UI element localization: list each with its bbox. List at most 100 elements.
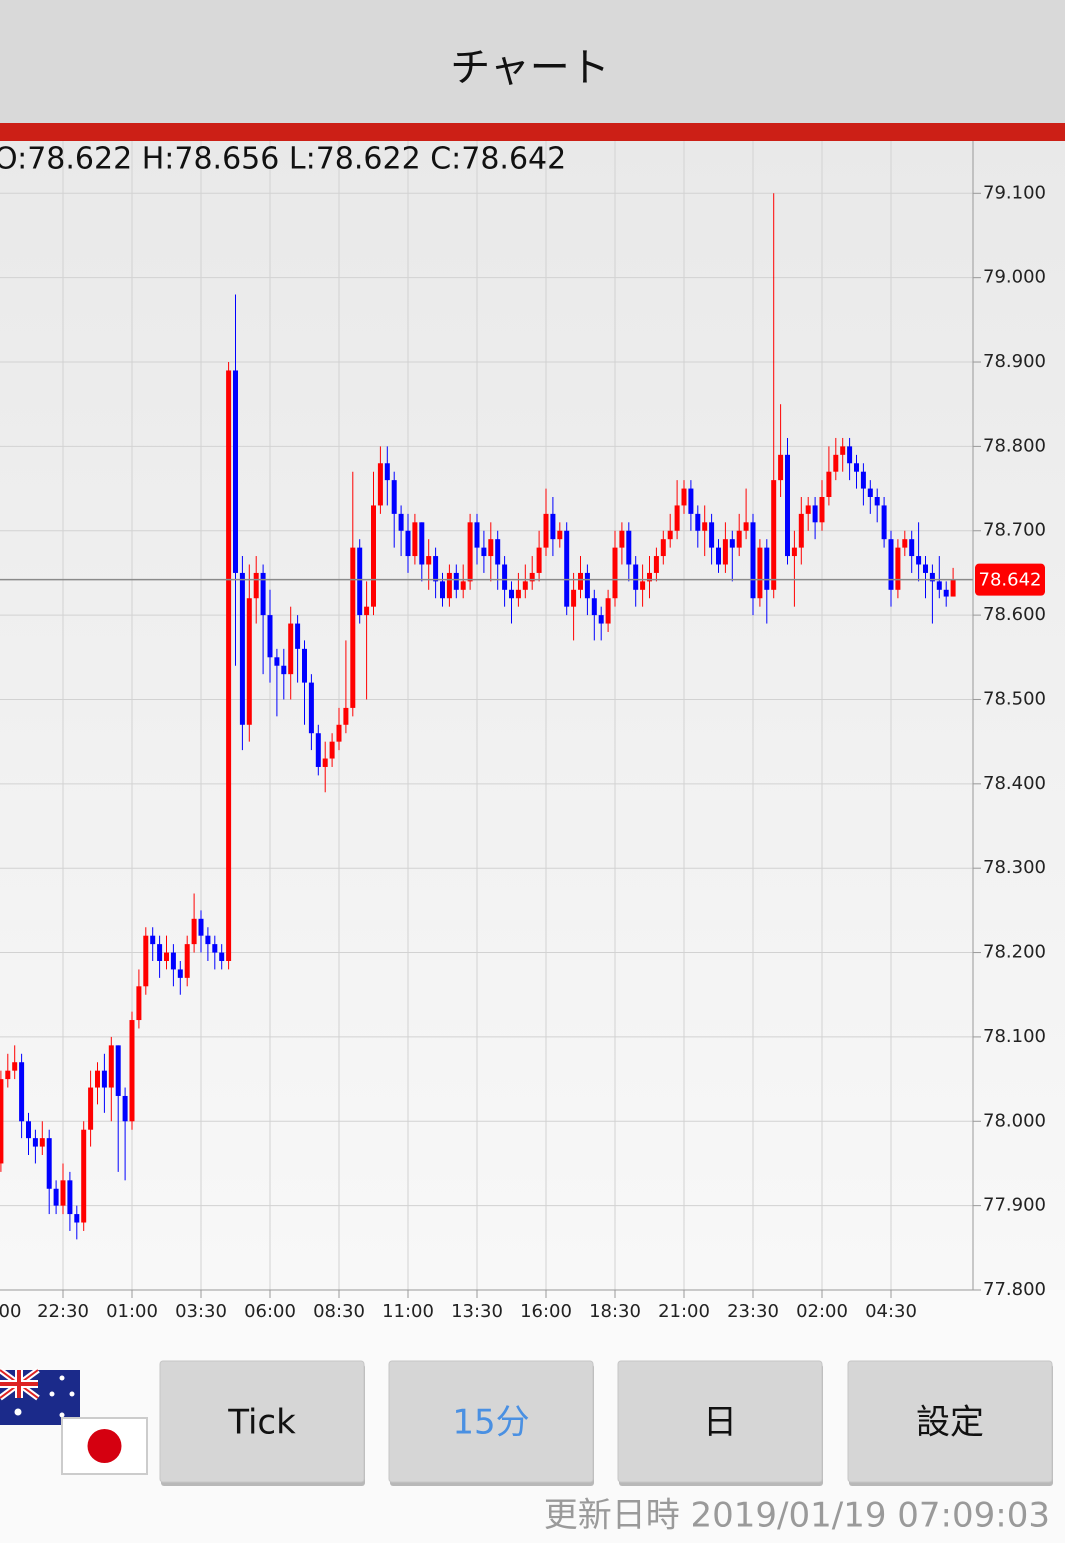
y-tick-label: 78.900	[983, 351, 1046, 372]
candle-body	[315, 733, 321, 767]
x-tick-label: 04:30	[865, 1301, 917, 1322]
button-face[interactable]	[388, 1360, 594, 1483]
x-tick-label: 22:30	[37, 1301, 89, 1322]
candle-body	[377, 463, 383, 506]
button-label[interactable]: Tick	[227, 1403, 296, 1443]
button[interactable]: 日	[617, 1360, 823, 1486]
candle-body	[474, 522, 480, 548]
candle-body	[509, 589, 514, 599]
flag-jp	[61, 1417, 148, 1475]
candle-body	[819, 497, 825, 523]
candle-body	[364, 606, 370, 616]
candle-body	[308, 682, 314, 734]
chart-background	[0, 141, 1065, 1290]
candle-body	[60, 1180, 66, 1206]
x-tick-label: 21:00	[658, 1301, 710, 1322]
button-label[interactable]: 日	[703, 1403, 737, 1443]
candle-body	[936, 581, 942, 590]
candle-body	[246, 598, 252, 725]
candle-body	[295, 623, 301, 649]
candle-body	[647, 572, 652, 582]
app-title: チャート	[450, 45, 610, 91]
candle-body	[571, 589, 577, 607]
y-tick-label: 77.800	[983, 1279, 1046, 1300]
x-tick-label: 02:00	[796, 1301, 848, 1322]
button-face[interactable]	[847, 1360, 1053, 1483]
app-bar	[0, 0, 1065, 123]
candle-body	[909, 539, 915, 557]
candle-body	[778, 454, 784, 481]
candle-body	[74, 1214, 80, 1223]
candle-body	[350, 547, 356, 708]
candle-body	[481, 547, 487, 557]
candle-body	[640, 581, 646, 590]
candle-body	[233, 370, 238, 573]
candle-body	[157, 944, 163, 961]
candle-body	[384, 463, 390, 481]
candle-body	[916, 556, 922, 565]
candle-body	[881, 505, 887, 540]
candle-body	[826, 471, 832, 498]
candle-body	[584, 572, 590, 599]
candle-body	[81, 1129, 87, 1223]
candle-body	[598, 615, 604, 624]
x-tick-label: 03:30	[175, 1301, 227, 1322]
candle-body	[101, 1070, 107, 1088]
candle-body	[419, 522, 425, 565]
updated-time: 更新日時 2019/01/19 07:09:03	[544, 1496, 1050, 1536]
button[interactable]: 設定	[847, 1360, 1053, 1486]
candle-body	[115, 1045, 121, 1096]
y-tick-label: 77.900	[983, 1195, 1046, 1216]
candle-body	[322, 758, 328, 767]
candle-body	[515, 589, 521, 599]
candle-body	[191, 918, 197, 945]
candle-body	[660, 539, 666, 557]
candle-body	[619, 530, 625, 548]
candle-body	[143, 935, 149, 987]
x-tick-label: 06:00	[244, 1301, 296, 1322]
x-tick-label: 23:30	[727, 1301, 779, 1322]
candle-body	[529, 572, 535, 582]
candle-body	[108, 1045, 114, 1088]
candles	[0, 193, 956, 1240]
candle-body	[522, 581, 528, 590]
candle-body	[88, 1087, 94, 1130]
y-tick-label: 78.300	[983, 857, 1046, 878]
candle-body	[895, 547, 901, 590]
candle-body	[591, 598, 597, 616]
candle-body	[564, 530, 570, 607]
candle-body	[391, 480, 397, 514]
candle-body	[702, 522, 708, 531]
candle-body	[440, 581, 445, 599]
candle-body	[695, 513, 701, 531]
candle-body	[902, 539, 908, 548]
y-tick-label: 78.800	[983, 435, 1046, 456]
candle-body	[343, 707, 349, 725]
button-label[interactable]: 15分	[452, 1403, 529, 1443]
candle-body	[95, 1070, 100, 1088]
candle-body	[274, 657, 280, 666]
candle-body	[467, 522, 473, 582]
button[interactable]: 15分	[388, 1360, 594, 1486]
candle-body	[950, 579, 956, 597]
candle-body	[923, 564, 928, 573]
candle-body	[633, 564, 639, 590]
candle-body	[453, 572, 459, 590]
button-label[interactable]: 設定	[916, 1403, 984, 1443]
candle-body	[854, 463, 859, 472]
candle-body	[929, 572, 935, 582]
button-face[interactable]	[617, 1360, 823, 1483]
candle-body	[433, 556, 439, 582]
candle-body	[874, 497, 880, 506]
ohlc-readout: O:78.622 H:78.656 L:78.622 C:78.642	[0, 142, 566, 177]
x-tick-label: 11:00	[382, 1301, 434, 1322]
button-face[interactable]	[159, 1360, 365, 1483]
candle-body	[405, 530, 411, 557]
candle-body	[674, 505, 680, 531]
flag-au	[0, 1367, 80, 1425]
last-price-tag	[975, 563, 1045, 596]
button[interactable]: Tick	[159, 1360, 365, 1486]
candle-body	[612, 547, 618, 599]
